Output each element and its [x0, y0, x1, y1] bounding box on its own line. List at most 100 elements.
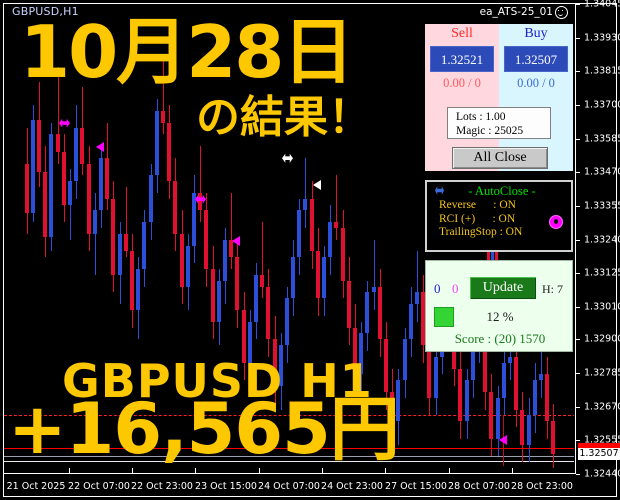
candle-body	[539, 374, 543, 381]
price-label: 1.32555	[584, 434, 620, 446]
candle-body	[421, 292, 425, 346]
progress-swatch	[434, 307, 454, 327]
time-axis-line	[4, 473, 576, 474]
time-tick	[512, 468, 513, 474]
price-tick	[576, 474, 580, 475]
candle-body	[260, 274, 264, 287]
candle-body	[87, 163, 91, 234]
time-tick	[575, 468, 576, 474]
candle-body	[471, 345, 475, 381]
candle-body	[229, 239, 233, 258]
buy-button[interactable]: 1.32507	[504, 46, 568, 72]
candle-body	[31, 119, 35, 214]
candle-body	[93, 210, 97, 234]
ea-name-text: ea_ATS-25_01	[479, 5, 553, 18]
candle-body	[353, 327, 357, 375]
candle-body	[502, 362, 506, 398]
candle-body	[118, 233, 122, 275]
sell-buy-panel: Sell 1.32521 0.00 / 0 Buy 1.32507 0.00 /…	[425, 24, 573, 107]
price-tick	[576, 406, 580, 408]
candle-body	[365, 292, 369, 334]
autoclose-reverse-row[interactable]: Reverse : ON	[439, 199, 516, 211]
price-tick	[576, 37, 580, 39]
magic-value: Magic : 25025	[456, 125, 524, 137]
candle-body	[43, 172, 47, 237]
trade-marker-close[interactable]	[232, 235, 240, 246]
status-dot-icon[interactable]	[549, 215, 563, 229]
time-label: 27 Oct 15:00	[385, 481, 447, 492]
price-label: 1.33010	[584, 301, 620, 313]
candle-body	[223, 239, 227, 281]
trade-marker-close[interactable]	[499, 434, 507, 445]
price-label: 1.33355	[584, 200, 620, 212]
time-tick	[195, 468, 196, 474]
chart-plot-area[interactable]	[4, 4, 574, 474]
sell-label: Sell	[451, 26, 473, 41]
trade-marker-close[interactable]	[96, 142, 104, 153]
candle-wick	[541, 327, 542, 398]
candle-body	[248, 321, 252, 363]
candle-body	[242, 310, 246, 363]
trade-marker-close[interactable]	[313, 180, 321, 191]
sell-button[interactable]: 1.32521	[430, 46, 494, 72]
candle-wick	[262, 222, 263, 299]
candle-body	[155, 110, 159, 176]
candle-body	[62, 151, 66, 205]
current-price-bar	[578, 443, 620, 449]
trade-marker-reverse[interactable]	[195, 194, 206, 204]
candle-body	[74, 128, 78, 182]
candle-body	[384, 339, 388, 392]
candle-body	[186, 245, 190, 287]
candle-body	[192, 192, 196, 246]
time-label: 24 Oct 23:00	[321, 481, 383, 492]
counter-magenta: 0	[452, 281, 459, 296]
candle-wick	[336, 175, 337, 240]
candle-body	[409, 304, 413, 340]
candle-body	[415, 292, 419, 305]
candle-body	[68, 181, 72, 205]
candle-body	[390, 392, 394, 422]
price-label: 1.32440	[584, 468, 620, 480]
time-label: 22 Oct 23:00	[131, 481, 193, 492]
candle-wick	[126, 187, 127, 258]
update-button[interactable]: Update	[470, 277, 536, 299]
price-tick	[576, 239, 580, 241]
candle-body	[211, 269, 215, 322]
candle-body	[235, 257, 239, 310]
autoclose-panel: - AutoClose - Reverse : ON RCI (+) : ON …	[425, 180, 573, 252]
price-level-line	[4, 456, 574, 458]
candle-body	[545, 374, 549, 422]
autoclose-title: - AutoClose -	[468, 184, 536, 198]
time-label: 24 Oct 07:00	[258, 481, 320, 492]
buy-position-summary: 0.00 / 0	[517, 76, 555, 90]
update-panel: 0 0 Update H: 7 12 % Score : (20) 1570	[425, 260, 573, 352]
candle-body	[322, 257, 326, 299]
candle-body	[273, 339, 277, 387]
overlay-pair-timeframe: GBPUSD H1	[62, 354, 373, 408]
time-label: 28 Oct 23:00	[511, 481, 573, 492]
candle-body	[99, 157, 103, 211]
candle-body	[465, 380, 469, 422]
price-tick	[576, 71, 580, 73]
score-label: Score : (20) 1570	[454, 331, 546, 346]
autoclose-rci-row[interactable]: RCI (+) : ON	[439, 212, 516, 225]
candle-body	[149, 175, 153, 223]
overlay-profit-amount: +16,565円	[8, 388, 400, 470]
candle-body	[297, 210, 301, 258]
all-close-button[interactable]: All Close	[452, 147, 548, 169]
sell-column: Sell 1.32521 0.00 / 0	[425, 24, 499, 107]
autoclose-trailingstop-row[interactable]: TrailingStop : ON	[439, 226, 523, 238]
trade-marker-reverse[interactable]	[59, 118, 70, 128]
candle-wick	[374, 239, 375, 310]
candle-body	[533, 380, 537, 416]
candle-body	[266, 286, 270, 340]
candle-body	[310, 198, 314, 252]
price-tick	[576, 372, 580, 374]
trade-marker-reverse[interactable]	[282, 153, 293, 163]
candle-body	[334, 222, 338, 228]
lots-value: Lots : 1.00	[456, 111, 506, 123]
candle-body	[303, 198, 307, 211]
price-label: 1.32900	[584, 333, 620, 345]
candle-body	[434, 356, 438, 398]
